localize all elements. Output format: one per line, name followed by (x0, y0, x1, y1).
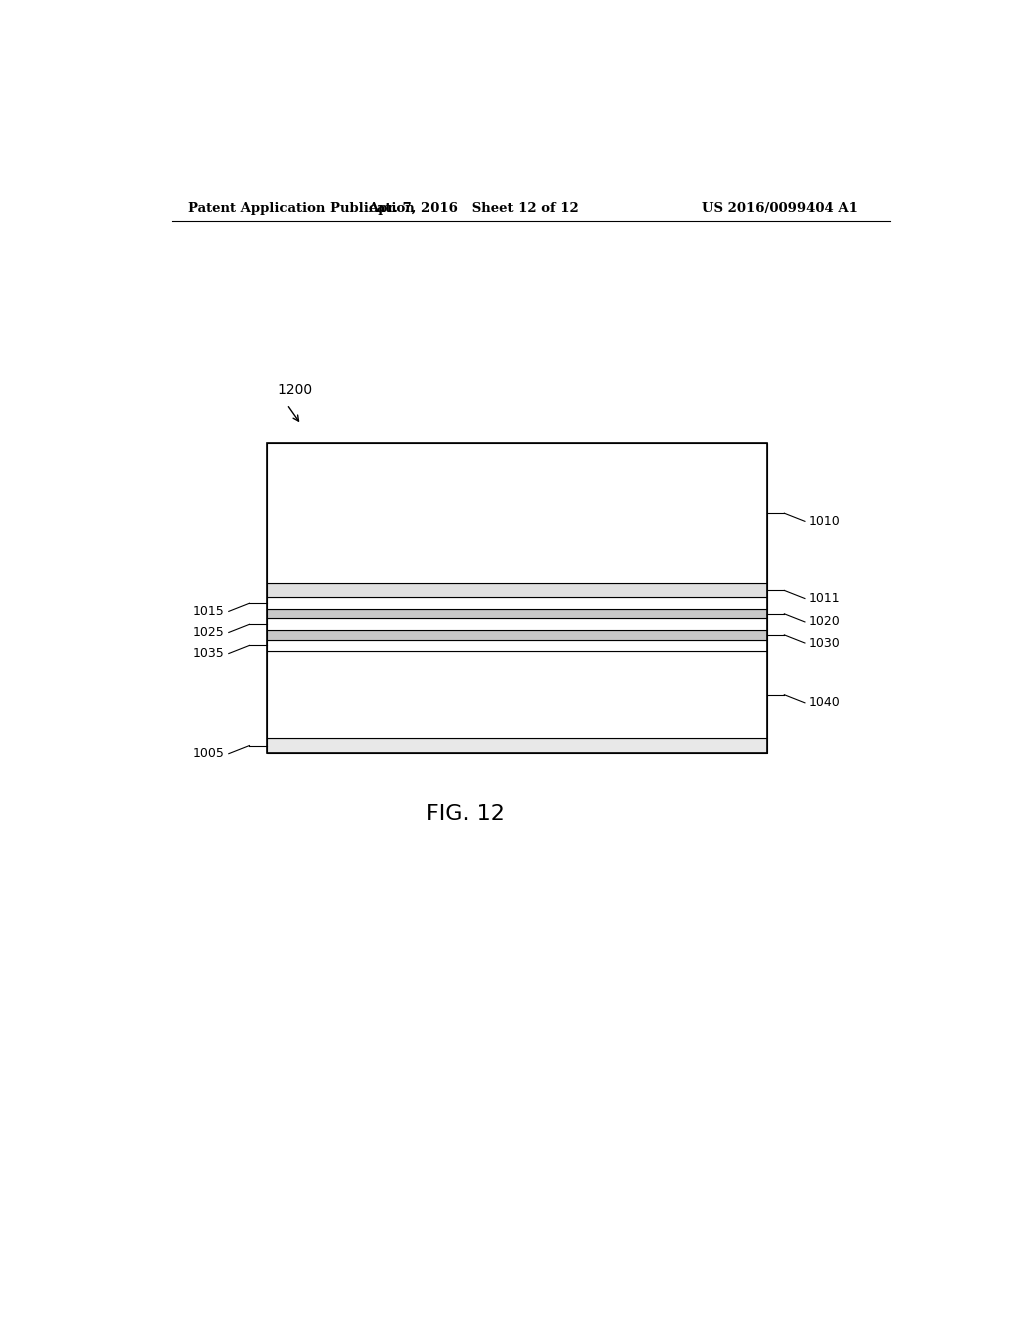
Bar (267, 630, 767, 639)
Text: 1015: 1015 (194, 605, 225, 618)
Bar (267, 619, 767, 630)
Text: Apr. 7, 2016   Sheet 12 of 12: Apr. 7, 2016 Sheet 12 of 12 (368, 202, 579, 215)
Text: 1025: 1025 (194, 626, 225, 639)
Text: US 2016/0099404 A1: US 2016/0099404 A1 (702, 202, 858, 215)
Text: 1005: 1005 (193, 747, 225, 760)
Text: 1030: 1030 (809, 636, 841, 649)
Text: 1010: 1010 (809, 515, 841, 528)
Text: 1040: 1040 (809, 697, 841, 709)
Text: 1020: 1020 (809, 615, 841, 628)
Bar (267, 583, 767, 598)
Text: FIG. 12: FIG. 12 (426, 804, 505, 824)
Text: Patent Application Publication: Patent Application Publication (187, 202, 415, 215)
Bar (267, 738, 767, 752)
Bar (267, 444, 767, 752)
Text: 1011: 1011 (809, 593, 841, 605)
Bar (267, 598, 767, 609)
Bar (267, 444, 767, 583)
Bar (267, 639, 767, 651)
Bar (267, 609, 767, 619)
Text: 1200: 1200 (278, 383, 312, 397)
Bar (267, 651, 767, 738)
Text: 1035: 1035 (194, 647, 225, 660)
